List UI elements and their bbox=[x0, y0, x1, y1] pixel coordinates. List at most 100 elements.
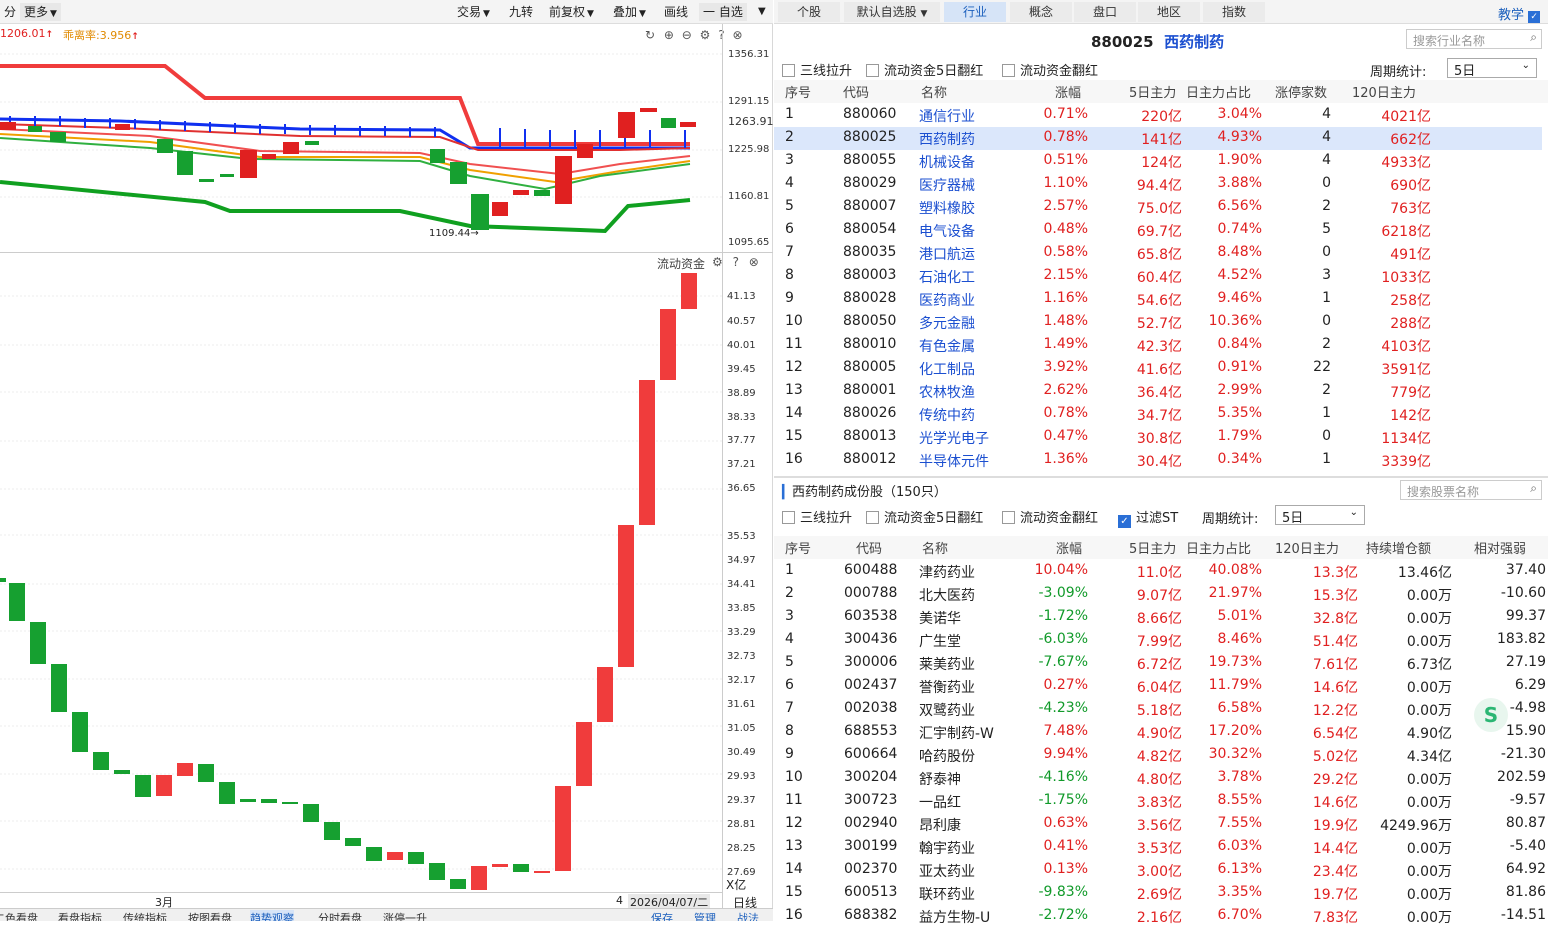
table-row[interactable]: 15 880013 光学光电子 0.47% 30.8亿 1.79% 0 1134亿 bbox=[774, 426, 1542, 449]
col-header[interactable]: 5日主力 bbox=[1129, 86, 1177, 101]
table-row[interactable]: 14 880026 传统中药 0.78% 34.7亿 5.35% 1 142亿 bbox=[774, 403, 1542, 426]
teach-link[interactable]: 教学 ✓ bbox=[1498, 4, 1541, 23]
filter-flow-5day[interactable]: 流动资金5日翻红 bbox=[866, 507, 983, 526]
indicator-tab[interactable]: 传统指标 bbox=[123, 912, 167, 921]
table-row[interactable]: 10 300204 舒泰神 -4.16% 4.80亿 3.78% 29.2亿 0.00万 202… bbox=[774, 767, 1546, 790]
table-row[interactable]: 7 880035 港口航运 0.58% 65.8亿 8.48% 0 491亿 bbox=[774, 242, 1542, 265]
col-header[interactable]: 相对强弱 bbox=[1474, 542, 1527, 557]
table-row[interactable]: 9 600664 哈药股份 9.94% 4.82亿 30.32% 5.02亿 4.34亿 -21… bbox=[774, 744, 1546, 767]
col-header[interactable]: 5日主力 bbox=[1129, 542, 1177, 557]
period-minute-button[interactable]: 分 bbox=[4, 5, 17, 19]
table-row[interactable]: 6 002437 誉衡药业 0.27% 6.04亿 11.79% 14.6亿 0.00万 6.2… bbox=[774, 675, 1546, 698]
help-icon[interactable]: ? bbox=[718, 28, 725, 42]
period-select[interactable]: 5日 ⌄ bbox=[1275, 505, 1365, 526]
table-row[interactable]: 13 300199 翰宇药业 0.41% 3.53亿 6.03% 14.4亿 0.00万 -5.… bbox=[774, 836, 1546, 859]
col-header[interactable]: 涨幅 bbox=[1056, 542, 1083, 557]
table-row[interactable]: 4 300436 广生堂 -6.03% 7.99亿 8.46% 51.4亿 0.00万 183.… bbox=[774, 629, 1546, 652]
col-header[interactable]: 120日主力 bbox=[1352, 86, 1416, 101]
col-header[interactable]: 序号 bbox=[785, 542, 812, 557]
filter-three-line[interactable]: 三线拉升 bbox=[782, 60, 852, 79]
more-menu[interactable]: 更多 ▼ bbox=[20, 3, 61, 21]
table-row[interactable]: 1 600488 津药药业 10.04% 11.0亿 40.08% 13.3亿 13.46亿 3… bbox=[774, 560, 1546, 583]
tab-watchlist[interactable]: 默认自选股 ▼ bbox=[844, 2, 940, 22]
table-row[interactable]: 3 880055 机械设备 0.51% 124亿 1.90% 4 4933亿 bbox=[774, 150, 1542, 173]
indicator-tab[interactable]: 按图看盘 bbox=[188, 912, 232, 921]
table-row[interactable]: 12 002940 昂利康 0.63% 3.56亿 7.55% 19.9亿 4249.96万 8… bbox=[774, 813, 1546, 836]
tab-stock[interactable]: 个股 bbox=[778, 2, 840, 22]
jiuzhuan-button[interactable]: 九转 bbox=[509, 5, 534, 19]
assistant-float-icon[interactable]: S bbox=[1474, 698, 1508, 732]
indicator-tab[interactable]: 看盘指标 bbox=[58, 912, 102, 921]
close-icon[interactable]: ⊗ bbox=[732, 28, 743, 42]
col-header[interactable]: 日主力占比 bbox=[1186, 86, 1252, 101]
filter-flow-red[interactable]: 流动资金翻红 bbox=[1002, 507, 1098, 526]
zoom-out-icon[interactable]: ⊖ bbox=[681, 28, 692, 42]
table-row[interactable]: 2 000788 北大医药 -3.09% 9.07亿 21.97% 15.3亿 0.00万 -1… bbox=[774, 583, 1546, 606]
col-header[interactable]: 涨停家数 bbox=[1275, 86, 1328, 101]
overlay-menu[interactable]: 叠加 ▼ bbox=[613, 5, 646, 19]
table-row[interactable]: 13 880001 农林牧渔 2.62% 36.4亿 2.99% 2 779亿 bbox=[774, 380, 1542, 403]
table-row[interactable]: 14 002370 亚太药业 0.13% 3.00亿 6.13% 23.4亿 0.00万 64.… bbox=[774, 859, 1546, 882]
tab-concept[interactable]: 概念 bbox=[1010, 2, 1072, 22]
table-row[interactable]: 8 688553 汇宇制药-W 7.48% 4.90亿 17.20% 6.54亿 4.90亿 1… bbox=[774, 721, 1546, 744]
col-header[interactable]: 名称 bbox=[921, 86, 948, 101]
refresh-icon[interactable]: ↻ bbox=[645, 28, 656, 42]
table-row[interactable]: 16 688382 益方生物-U -2.72% 2.16亿 6.70% 7.83亿 0.00万… bbox=[774, 905, 1546, 928]
table-row[interactable]: 15 600513 联环药业 -9.83% 2.69亿 3.35% 19.7亿 0.00万 81… bbox=[774, 882, 1546, 905]
col-header[interactable]: 日主力占比 bbox=[1186, 542, 1252, 557]
table-row[interactable]: 4 880029 医疗器械 1.10% 94.4亿 3.88% 0 690亿 bbox=[774, 173, 1542, 196]
tab-region[interactable]: 地区 bbox=[1138, 2, 1200, 22]
expand-arrow-icon[interactable]: ▼ bbox=[758, 6, 766, 17]
filter-flow-red[interactable]: 流动资金翻红 bbox=[1002, 60, 1098, 79]
col-header[interactable]: 代码 bbox=[843, 86, 870, 101]
zoom-in-icon[interactable]: ⊕ bbox=[663, 28, 674, 42]
save-button[interactable]: 保存 bbox=[651, 912, 673, 921]
indicator-tab[interactable]: 二色看盘 bbox=[0, 912, 38, 921]
indicator-tab[interactable]: 分时看盘 bbox=[318, 912, 362, 921]
table-row[interactable]: 16 880012 半导体元件 1.36% 30.4亿 0.34% 1 3339亿 bbox=[774, 449, 1542, 472]
stock-search-input[interactable]: 搜索股票名称 ⌕ bbox=[1400, 480, 1542, 500]
period-select[interactable]: 5日 ⌄ bbox=[1447, 58, 1537, 79]
period-daily[interactable]: 日线 bbox=[733, 896, 758, 910]
table-row[interactable]: 5 300006 莱美药业 -7.67% 6.72亿 19.73% 7.61亿 6.73亿 27… bbox=[774, 652, 1546, 675]
strategy-button[interactable]: 战法 bbox=[737, 912, 759, 921]
gear-icon[interactable]: ⚙ bbox=[712, 255, 723, 269]
table-row[interactable]: 9 880028 医药商业 1.16% 54.6亿 9.46% 1 258亿 bbox=[774, 288, 1542, 311]
watchlist-button[interactable]: 一 自选 bbox=[699, 3, 747, 21]
col-header[interactable]: 代码 bbox=[856, 542, 883, 557]
table-row[interactable]: 7 002038 双鹭药业 -4.23% 5.18亿 6.58% 12.2亿 0.00万 -4.… bbox=[774, 698, 1546, 721]
table-row[interactable]: 2 880025 西药制药 0.78% 141亿 4.93% 4 662亿 bbox=[774, 127, 1542, 150]
col-header[interactable]: 持续增仓额 bbox=[1366, 542, 1432, 557]
table-row[interactable]: 8 880003 石油化工 2.15% 60.4亿 4.52% 3 1033亿 bbox=[774, 265, 1542, 288]
close-icon[interactable]: ⊗ bbox=[748, 255, 759, 269]
industry-search-input[interactable]: 搜索行业名称 ⌕ bbox=[1406, 29, 1542, 49]
col-header[interactable]: 序号 bbox=[785, 86, 812, 101]
table-row[interactable]: 11 300723 一品红 -1.75% 3.83亿 8.55% 14.6亿 0.00万 -9.… bbox=[774, 790, 1546, 813]
help-icon[interactable]: ? bbox=[732, 255, 739, 269]
col-header[interactable]: 涨幅 bbox=[1055, 86, 1082, 101]
col-header[interactable]: 名称 bbox=[922, 542, 949, 557]
table-row[interactable]: 12 880005 化工制品 3.92% 41.6亿 0.91% 22 3591亿 bbox=[774, 357, 1542, 380]
table-row[interactable]: 6 880054 电气设备 0.48% 69.7亿 0.74% 5 6218亿 bbox=[774, 219, 1542, 242]
tab-index[interactable]: 指数 bbox=[1203, 2, 1265, 22]
indicator-tab[interactable]: 趋势观察 bbox=[250, 910, 294, 921]
col-header[interactable]: 120日主力 bbox=[1275, 542, 1339, 557]
table-row[interactable]: 11 880010 有色金属 1.49% 42.3亿 0.84% 2 4103亿 bbox=[774, 334, 1542, 357]
tab-orderbook[interactable]: 盘口 bbox=[1074, 2, 1136, 22]
flow-tick: 29.93 bbox=[727, 771, 756, 782]
filter-flow-5day[interactable]: 流动资金5日翻红 bbox=[866, 60, 983, 79]
tab-industry[interactable]: 行业 bbox=[944, 2, 1006, 22]
indicator-tab[interactable]: 涨停一升 bbox=[383, 912, 427, 921]
cell-ratio: 17.20% bbox=[1208, 723, 1262, 739]
manage-button[interactable]: 管理 bbox=[694, 912, 716, 921]
draw-line-button[interactable]: 画线 bbox=[664, 5, 689, 19]
table-row[interactable]: 5 880007 塑料橡胶 2.57% 75.0亿 6.56% 2 763亿 bbox=[774, 196, 1542, 219]
adjust-menu[interactable]: 前复权 ▼ bbox=[549, 5, 594, 19]
gear-icon[interactable]: ⚙ bbox=[699, 28, 711, 42]
table-row[interactable]: 10 880050 多元金融 1.48% 52.7亿 10.36% 0 288亿 bbox=[774, 311, 1542, 334]
table-row[interactable]: 3 603538 美诺华 -1.72% 8.66亿 5.01% 32.8亿 0.00万 99.3… bbox=[774, 606, 1546, 629]
filter-three-line[interactable]: 三线拉升 bbox=[782, 507, 852, 526]
table-row[interactable]: 1 880060 通信行业 0.71% 220亿 3.04% 4 4021亿 bbox=[774, 104, 1542, 127]
trade-menu[interactable]: 交易 ▼ bbox=[457, 5, 490, 19]
filter-st[interactable]: ✓ 过滤ST bbox=[1118, 507, 1178, 528]
